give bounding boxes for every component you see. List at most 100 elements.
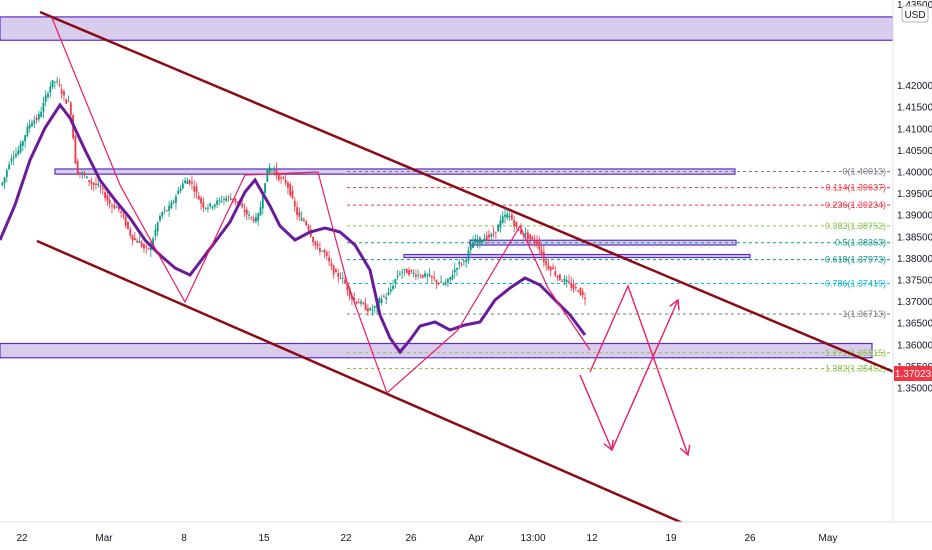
y-tick-label: 1.39500 (897, 189, 932, 200)
moving-average-line[interactable] (0, 102, 587, 355)
candle (367, 304, 369, 317)
candle (74, 134, 77, 164)
x-tick-label: 12 (586, 533, 598, 544)
candle (488, 229, 490, 244)
candle (284, 174, 287, 186)
zones-layer (0, 16, 894, 359)
zone-top[interactable] (0, 16, 894, 41)
candle (296, 201, 298, 221)
candle (21, 140, 24, 152)
candle (138, 235, 141, 244)
candle (387, 287, 390, 296)
candle (421, 274, 424, 279)
candle (561, 278, 564, 283)
projection-zigzag-1[interactable] (589, 284, 689, 456)
time-axis[interactable]: 22 Mar 8 15 22 26 Apr 13:00 12 19 26 May (0, 521, 932, 550)
candle (227, 195, 230, 202)
candle (90, 177, 93, 190)
zigzag-pattern-line[interactable] (51, 17, 591, 395)
candle (179, 185, 182, 194)
candle (147, 247, 150, 251)
candle (5, 168, 8, 183)
candle (428, 268, 431, 277)
x-tick-label: 19 (665, 533, 677, 544)
candle (184, 177, 186, 184)
candle (574, 283, 577, 291)
current-price-value: 1.37023 (895, 369, 932, 380)
candle (42, 96, 45, 119)
candle (65, 98, 68, 104)
candle (312, 236, 314, 247)
candle (282, 175, 285, 180)
candle (517, 229, 520, 232)
candle (364, 297, 367, 311)
projection-down-arrow-1[interactable] (579, 374, 613, 451)
candle (211, 205, 214, 211)
candle (188, 179, 191, 186)
candle (264, 183, 266, 195)
projection-up-arrow[interactable] (611, 299, 679, 451)
channel-upper-line[interactable] (39, 10, 932, 390)
current-price-label: 1.37023 (894, 366, 932, 381)
candle (440, 275, 442, 284)
candle (124, 214, 127, 229)
candle (69, 100, 72, 119)
fib-label-0.236: 0.236(1.39234) (825, 200, 886, 210)
y-tick-label: 1.38500 (897, 232, 932, 243)
fib-label-1.272: 1.272(1.35815) (825, 348, 886, 358)
candle (474, 234, 477, 244)
arrow-head (669, 298, 680, 311)
candle (81, 170, 84, 180)
candle (453, 262, 456, 279)
fib-label-0.618: 0.618(1.37973) (825, 255, 886, 265)
candle (49, 81, 52, 98)
zone-fib-0.618-zone[interactable] (403, 253, 751, 259)
candle (433, 271, 436, 282)
candle (456, 267, 458, 277)
candle (510, 211, 513, 221)
candle (492, 226, 495, 239)
currency-badge[interactable]: USD (901, 5, 929, 23)
candle (314, 240, 317, 250)
candle (542, 245, 545, 268)
candle (213, 203, 216, 210)
candle (545, 258, 548, 271)
candle (56, 76, 59, 85)
candle (572, 279, 575, 293)
zone-lower-support[interactable] (0, 342, 873, 359)
x-tick-label: Mar (95, 533, 113, 544)
candle (300, 211, 303, 222)
fib-label-0.114: 0.114(1.39637) (826, 183, 886, 193)
candle (335, 267, 337, 273)
channel-lower-line[interactable] (36, 239, 686, 526)
candle (405, 268, 408, 274)
candle (355, 300, 358, 305)
candle (24, 134, 27, 148)
projection-arrows[interactable] (579, 284, 691, 457)
candle (200, 195, 202, 210)
fib-label-0.382: 0.382(1.38752) (825, 221, 886, 231)
candle (305, 219, 308, 227)
candle (186, 177, 189, 184)
candle (332, 264, 335, 279)
candle (129, 226, 132, 239)
fib-label-1.382: 1.382(1.35452) (825, 363, 886, 373)
candle (481, 239, 484, 246)
fib-label-0.5: 0.5(1.38363) (835, 238, 886, 248)
candle (193, 180, 196, 199)
candle (403, 268, 406, 276)
x-tick-label: 8 (181, 533, 187, 544)
candle (581, 288, 584, 299)
candle (396, 269, 399, 281)
price-axis[interactable]: 1.42000 1.41500 1.41000 1.40500 1.40000 1.395… (892, 0, 932, 522)
candle (442, 282, 445, 286)
candle (111, 202, 113, 214)
candle (293, 197, 296, 213)
candle (515, 221, 518, 230)
candle (207, 204, 209, 213)
candle (131, 234, 134, 246)
candle (140, 239, 143, 249)
candle (243, 203, 246, 217)
